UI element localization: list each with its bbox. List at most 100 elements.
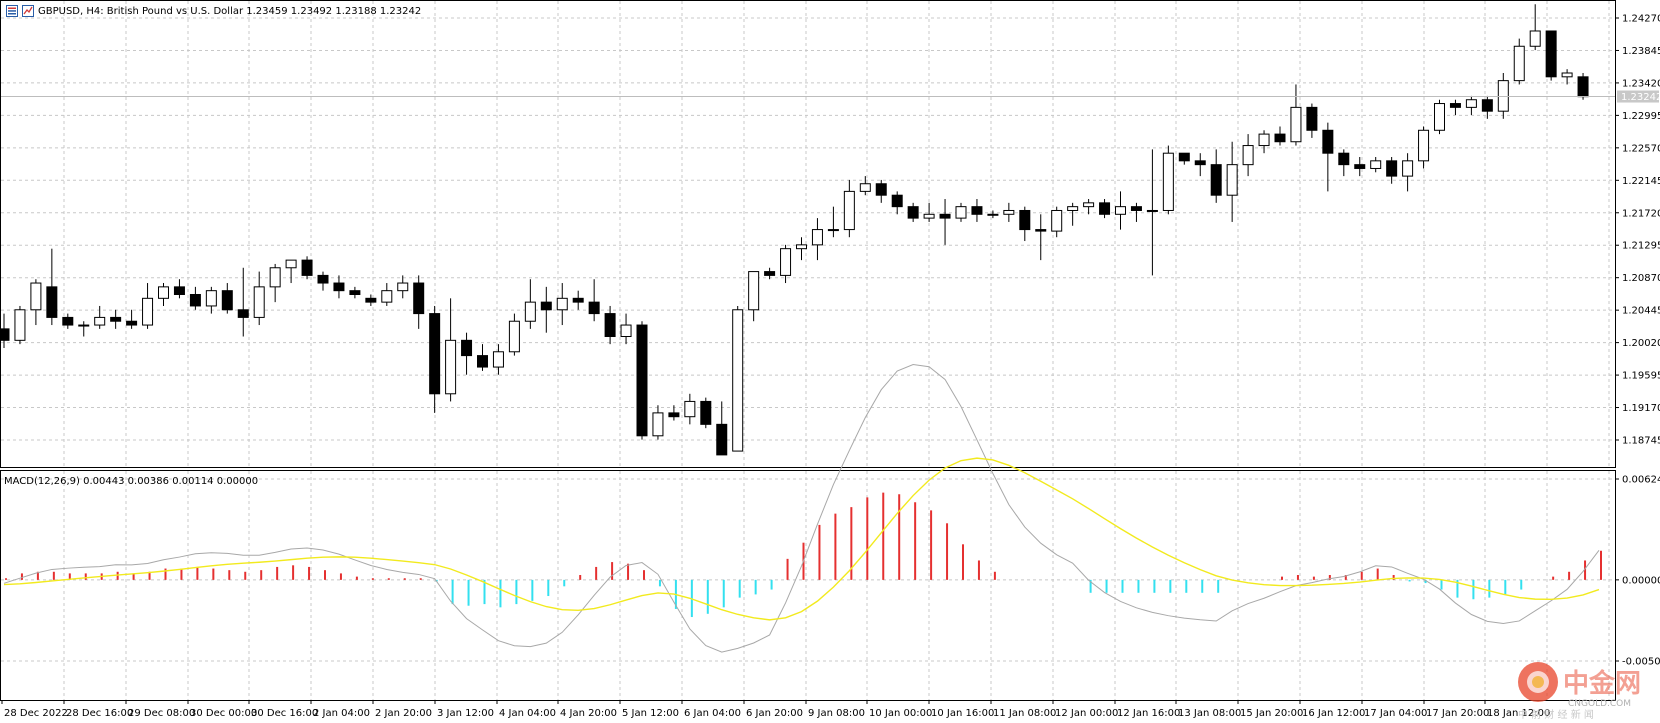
candle[interactable] bbox=[1115, 191, 1126, 230]
candle[interactable] bbox=[78, 321, 90, 337]
candle[interactable] bbox=[1370, 157, 1382, 173]
candle[interactable] bbox=[333, 275, 345, 299]
candle[interactable] bbox=[604, 305, 616, 345]
candle[interactable] bbox=[1274, 126, 1286, 146]
candle[interactable] bbox=[508, 313, 520, 356]
candle[interactable] bbox=[1465, 95, 1477, 116]
candle[interactable] bbox=[110, 309, 122, 329]
candle[interactable] bbox=[1242, 134, 1254, 177]
candle[interactable] bbox=[1003, 202, 1015, 222]
candle[interactable] bbox=[971, 199, 983, 222]
price-panel[interactable] bbox=[0, 0, 1616, 468]
candle[interactable] bbox=[62, 313, 74, 329]
candle[interactable] bbox=[1338, 149, 1350, 177]
candle[interactable] bbox=[1402, 153, 1414, 192]
candle[interactable] bbox=[1083, 199, 1095, 215]
candle[interactable] bbox=[1513, 38, 1525, 85]
candle[interactable] bbox=[636, 321, 648, 440]
candle[interactable] bbox=[923, 202, 935, 222]
candle[interactable] bbox=[429, 305, 441, 413]
candle[interactable] bbox=[1386, 157, 1398, 184]
candle[interactable] bbox=[859, 176, 871, 196]
candle[interactable] bbox=[1545, 30, 1557, 81]
candle[interactable] bbox=[1449, 99, 1461, 116]
candle[interactable] bbox=[205, 286, 217, 314]
chart-list-icon[interactable] bbox=[6, 5, 18, 17]
candle[interactable] bbox=[572, 290, 584, 310]
candle[interactable] bbox=[524, 279, 536, 329]
candle[interactable] bbox=[1019, 206, 1031, 242]
macd-panel[interactable] bbox=[0, 470, 1616, 701]
candle[interactable] bbox=[46, 248, 58, 326]
candle[interactable] bbox=[540, 286, 552, 333]
candle[interactable] bbox=[907, 202, 919, 222]
candle[interactable] bbox=[365, 294, 377, 306]
candle[interactable] bbox=[1130, 202, 1142, 222]
candle[interactable] bbox=[1434, 99, 1445, 135]
candle[interactable] bbox=[173, 279, 185, 299]
candle[interactable] bbox=[381, 283, 393, 306]
candle[interactable] bbox=[700, 397, 712, 429]
candle[interactable] bbox=[349, 286, 361, 299]
candle[interactable] bbox=[1210, 149, 1222, 203]
candle[interactable] bbox=[1162, 145, 1174, 215]
candle[interactable] bbox=[301, 256, 313, 280]
candle[interactable] bbox=[1561, 69, 1573, 85]
candle[interactable] bbox=[955, 202, 967, 222]
candle[interactable] bbox=[1306, 103, 1318, 138]
candle[interactable] bbox=[939, 199, 951, 245]
candle[interactable] bbox=[620, 313, 632, 345]
candle[interactable] bbox=[445, 298, 457, 402]
candle[interactable] bbox=[285, 259, 297, 284]
candle[interactable] bbox=[142, 283, 154, 329]
candle[interactable] bbox=[1290, 84, 1302, 146]
candle[interactable] bbox=[1099, 199, 1111, 219]
candle[interactable] bbox=[684, 393, 696, 425]
candle[interactable] bbox=[875, 179, 887, 203]
candle[interactable] bbox=[1194, 153, 1206, 177]
candle[interactable] bbox=[811, 218, 823, 261]
candle[interactable] bbox=[1178, 152, 1190, 165]
candle[interactable] bbox=[126, 309, 138, 329]
candle[interactable] bbox=[588, 279, 600, 322]
candle[interactable] bbox=[221, 283, 233, 314]
candle[interactable] bbox=[397, 275, 409, 299]
candle[interactable] bbox=[716, 401, 728, 456]
candle[interactable] bbox=[748, 271, 760, 322]
candle[interactable] bbox=[253, 271, 265, 326]
candle[interactable] bbox=[732, 305, 744, 452]
candle[interactable] bbox=[14, 305, 26, 345]
candle[interactable] bbox=[796, 237, 807, 261]
candle[interactable] bbox=[189, 286, 201, 310]
candle[interactable] bbox=[158, 283, 169, 306]
candle[interactable] bbox=[1067, 202, 1079, 226]
candle[interactable] bbox=[556, 283, 568, 326]
candle[interactable] bbox=[1226, 141, 1238, 222]
candle[interactable] bbox=[1418, 126, 1430, 169]
candle[interactable] bbox=[94, 305, 106, 329]
candle[interactable] bbox=[1258, 130, 1270, 154]
candle[interactable] bbox=[461, 332, 473, 375]
candle[interactable] bbox=[843, 179, 855, 238]
candle[interactable] bbox=[30, 279, 42, 326]
candle[interactable] bbox=[1481, 95, 1493, 119]
candle[interactable] bbox=[652, 405, 664, 440]
candle[interactable] bbox=[1146, 149, 1158, 276]
candle[interactable] bbox=[827, 206, 839, 238]
candle[interactable] bbox=[0, 313, 10, 348]
candle[interactable] bbox=[1035, 214, 1047, 261]
candle[interactable] bbox=[780, 244, 792, 284]
candle[interactable] bbox=[413, 275, 425, 329]
candle[interactable] bbox=[269, 263, 281, 303]
candle[interactable] bbox=[1577, 72, 1589, 100]
candle[interactable] bbox=[492, 344, 504, 375]
candle[interactable] bbox=[1497, 72, 1509, 119]
candle[interactable] bbox=[317, 271, 329, 291]
candle[interactable] bbox=[1354, 157, 1366, 177]
candle[interactable] bbox=[668, 405, 680, 421]
candle[interactable] bbox=[1051, 206, 1063, 238]
candle[interactable] bbox=[477, 344, 488, 371]
candle[interactable] bbox=[987, 210, 999, 219]
candle[interactable] bbox=[764, 267, 776, 280]
candle[interactable] bbox=[891, 191, 903, 215]
